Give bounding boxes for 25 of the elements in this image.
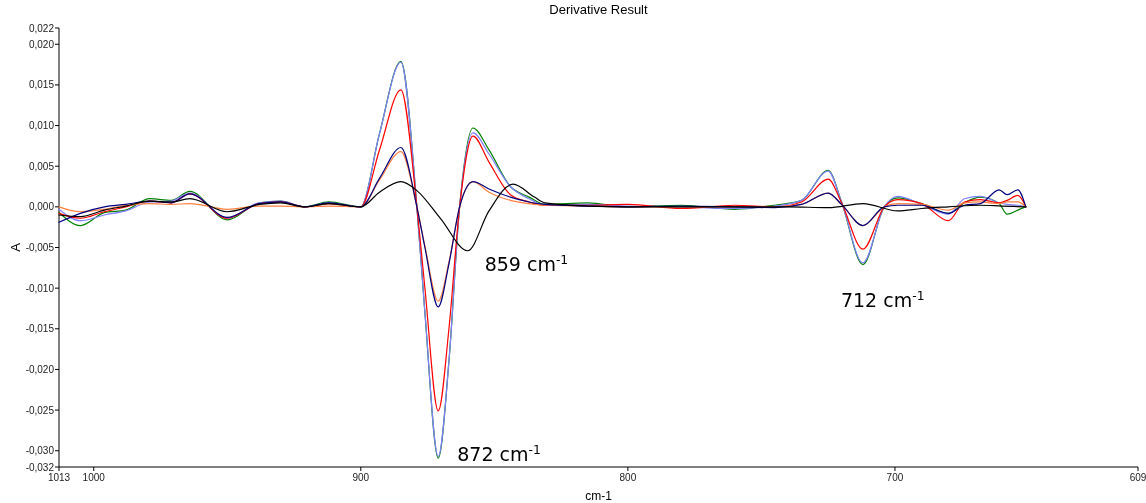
annotation: 712 cm$^{-1}$ <box>840 289 925 312</box>
y-tick-label: 0,000 <box>28 201 55 213</box>
y-tick-label: 0,020 <box>28 38 55 50</box>
annotation: 872 cm$^{-1}$ <box>457 442 541 465</box>
y-tick-label: -0,030 <box>25 445 55 457</box>
y-tick-label: -0,010 <box>25 282 55 294</box>
y-tick-label: 0,022 <box>28 22 55 34</box>
x-tick-label: 609 <box>1129 472 1146 483</box>
chart-title: Derivative Result <box>549 2 649 17</box>
x-tick-label: 1013 <box>47 472 71 483</box>
y-tick-label: 0,010 <box>28 120 55 132</box>
y-tick-label: 0,005 <box>28 160 55 172</box>
x-tick-label: 700 <box>886 472 904 483</box>
y-tick-label: 0,015 <box>28 79 55 91</box>
y-axis-title: A <box>8 242 23 252</box>
annotation: 859 cm$^{-1}$ <box>484 253 569 276</box>
y-tick-label: -0,020 <box>25 363 55 375</box>
y-tick-label: -0,015 <box>25 323 55 335</box>
x-tick-label: 1000 <box>82 472 106 483</box>
y-tick-label: -0,005 <box>25 242 55 253</box>
y-tick-label: -0,032 <box>25 461 55 473</box>
x-axis-title: cm-1 <box>585 489 613 503</box>
y-tick-label: -0,025 <box>25 404 55 416</box>
x-tick-label: 900 <box>352 472 370 483</box>
x-tick-label: 800 <box>619 472 637 483</box>
